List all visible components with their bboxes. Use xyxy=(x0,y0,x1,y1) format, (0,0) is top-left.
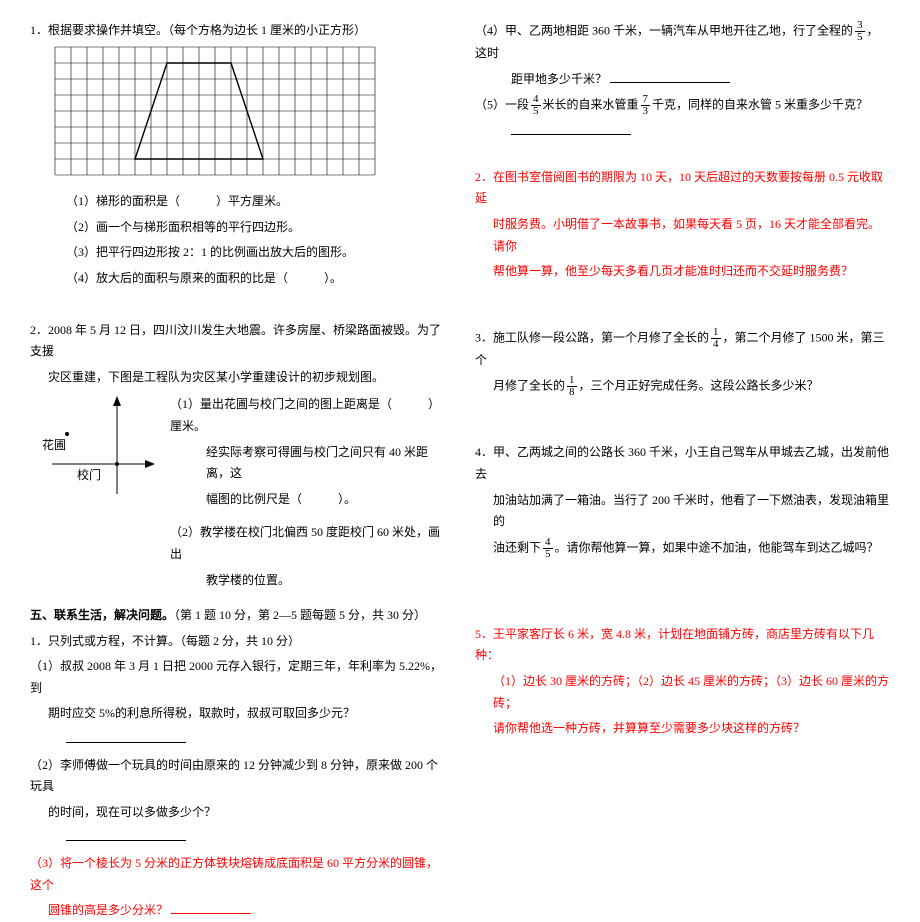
p4a: 4．甲、乙两城之间的公路长 360 千米，小王自己驾车从甲城去乙城，出发前他去 xyxy=(475,442,890,485)
p2a: 2．在图书室借阅图书的期限为 10 天，10 天后超过的天数要按每册 0.5 元… xyxy=(475,167,890,210)
p1-5-blank xyxy=(475,121,890,143)
blank-line xyxy=(610,71,730,83)
frac-1-8: 18 xyxy=(567,375,577,398)
p1-2-blank xyxy=(30,827,445,849)
p1-5a-mid: 米长的自来水管重 xyxy=(543,97,639,111)
q1-sub2: （2）画一个与梯形面积相等的平行四边形。 xyxy=(30,217,445,239)
blank-line xyxy=(66,731,186,743)
p4c-pre: 油还剩下 xyxy=(493,540,541,554)
p5c: 请你帮他选一种方砖，并算算至少需要多少块这样的方砖？ xyxy=(475,718,890,740)
blank-line xyxy=(66,829,186,841)
p2c: 帮他算一算，他至少每天多看几页才能准时归还而不交延时服务费？ xyxy=(475,261,890,283)
q1-grid-figure xyxy=(54,46,445,184)
p3a-pre: 3．施工队修一段公路，第一个月修了全长的 xyxy=(475,330,709,344)
frac-1-4: 14 xyxy=(711,327,721,350)
q2-stem2: 灾区重建，下图是工程队为灾区某小学重建设计的初步规划图。 xyxy=(30,367,445,389)
map-svg: 花圃 校门 xyxy=(42,394,162,504)
p4c: 油还剩下45。请你帮他算一算，如果中途不加油，他能驾车到达乙城吗？ xyxy=(475,537,890,560)
section5-label: 五、联系生活，解决问题。 xyxy=(30,608,174,622)
p4c-post: 。请你帮他算一算，如果中途不加油，他能驾车到达乙城吗？ xyxy=(555,540,879,554)
q2-sub1a: （1）量出花圃与校门之间的图上距离是（ ）厘米。 xyxy=(170,394,445,437)
blank-line-red xyxy=(171,902,251,914)
p5a: 5．王平家客厅长 6 米，宽 4.8 米，计划在地面铺方砖，商店里方砖有以下几种… xyxy=(475,624,890,667)
frac-3-5: 35 xyxy=(855,20,865,43)
q1-block: 1．根据要求操作并填空。（每个方格为边长 1 厘米的小正方形） （1）梯形的面积… xyxy=(30,20,445,290)
p3a: 3．施工队修一段公路，第一个月修了全长的14，第二个月修了 1500 米，第三个 xyxy=(475,327,890,372)
p1-1b: 期时应交 5%的利息所得税，取款时，叔叔可取回多少元？ xyxy=(30,703,445,725)
p1-4b: 距甲地多少千米？ xyxy=(511,72,607,86)
q2-sub1b: 经实际考察可得圃与校门之间只有 40 米距离，这 xyxy=(170,442,445,485)
q2-sub2b: 教学楼的位置。 xyxy=(170,570,445,592)
p4b: 加油站加满了一箱油。当行了 200 千米时，他看了一下燃油表，发现油箱里的 xyxy=(475,490,890,533)
frac-7-3: 73 xyxy=(641,94,651,117)
p1-2b: 的时间，现在可以多做多少个？ xyxy=(30,802,445,824)
p5b: （1）边长 30 厘米的方砖；（2）边长 45 厘米的方砖；（3）边长 60 厘… xyxy=(475,671,890,714)
p1-4a: （4）甲、乙两地相距 360 千米，一辆汽车从甲地开往乙地，行了全程的35，这时 xyxy=(475,20,890,65)
section5-title: 五、联系生活，解决问题。（第 1 题 10 分，第 2—5 题每题 5 分，共 … xyxy=(30,605,445,627)
label-flower: 花圃 xyxy=(42,437,66,452)
p1-4a-pre: （4）甲、乙两地相距 360 千米，一辆汽车从甲地开往乙地，行了全程的 xyxy=(475,23,853,37)
p1-3b: 圆锥的高是多少分米？ xyxy=(48,903,168,917)
q2-map-figure: 花圃 校门 （1）量出花圃与校门之间的图上距离是（ ）厘米。 经实际考察可得圃与… xyxy=(42,394,445,595)
p3b: 月修了全长的18，三个月正好完成任务。这段公路长多少米？ xyxy=(475,375,890,398)
section5-paren: （第 1 题 10 分，第 2—5 题每题 5 分，共 30 分） xyxy=(174,608,426,622)
p3b-pre: 月修了全长的 xyxy=(493,379,565,393)
p2b: 时服务费。小明借了一本故事书，如果每天看 5 页，16 天才能全部看完。请你 xyxy=(475,214,890,257)
p1-3a: （3）将一个棱长为 5 分米的正方体铁块熔铸成底面积是 60 平方分米的圆锥，这… xyxy=(30,853,445,896)
q1-stem: 1．根据要求操作并填空。（每个方格为边长 1 厘米的小正方形） xyxy=(30,20,445,42)
right-column: （4）甲、乙两地相距 360 千米，一辆汽车从甲地开往乙地，行了全程的35，这时… xyxy=(460,20,905,630)
p1-3b-wrap: 圆锥的高是多少分米？ xyxy=(30,900,445,922)
grid-svg xyxy=(54,46,376,176)
label-gate: 校门 xyxy=(77,467,101,482)
q2-block: 2．2008 年 5 月 12 日，四川汶川发生大地震。许多房屋、桥梁路面被毁。… xyxy=(30,320,445,596)
frac-4-5b: 45 xyxy=(543,537,553,560)
q2-sub2a: （2）教学楼在校门北偏西 50 度距校门 60 米处，画出 xyxy=(170,522,445,565)
q2-right-text: （1）量出花圃与校门之间的图上距离是（ ）厘米。 经实际考察可得圃与校门之间只有… xyxy=(162,394,445,595)
q2-stem1: 2．2008 年 5 月 12 日，四川汶川发生大地震。许多房屋、桥梁路面被毁。… xyxy=(30,320,445,363)
p1-5a: （5）一段45米长的自来水管重73千克，同样的自来水管 5 米重多少千克？ xyxy=(475,94,890,117)
left-column: 1．根据要求操作并填空。（每个方格为边长 1 厘米的小正方形） （1）梯形的面积… xyxy=(15,20,460,630)
p1-5a-pre: （5）一段 xyxy=(475,97,529,111)
p1-title: 1．只列式或方程，不计算。（每题 2 分，共 10 分） xyxy=(30,631,445,653)
q1-sub1: （1）梯形的面积是（ ）平方厘米。 xyxy=(30,191,445,213)
p1-1a: （1）叔叔 2008 年 3 月 1 日把 2000 元存入银行，定期三年，年利… xyxy=(30,656,445,699)
p3b-post: ，三个月正好完成任务。这段公路长多少米？ xyxy=(579,379,819,393)
q1-sub3: （3）把平行四边形按 2：1 的比例画出放大后的图形。 xyxy=(30,242,445,264)
frac-4-5a: 45 xyxy=(531,94,541,117)
p1-5a-post: 千克，同样的自来水管 5 米重多少千克？ xyxy=(652,97,868,111)
p1-2a: （2）李师傅做一个玩具的时间由原来的 12 分钟减少到 8 分钟，原来做 200… xyxy=(30,755,445,798)
q1-sub4: （4）放大后的面积与原来的面积的比是（ ）。 xyxy=(30,268,445,290)
p1-4b-wrap: 距甲地多少千米？ xyxy=(475,69,890,91)
p1-1-blank xyxy=(30,729,445,751)
blank-line xyxy=(511,123,631,135)
q2-sub1c: 幅图的比例尺是（ ）。 xyxy=(170,489,445,511)
